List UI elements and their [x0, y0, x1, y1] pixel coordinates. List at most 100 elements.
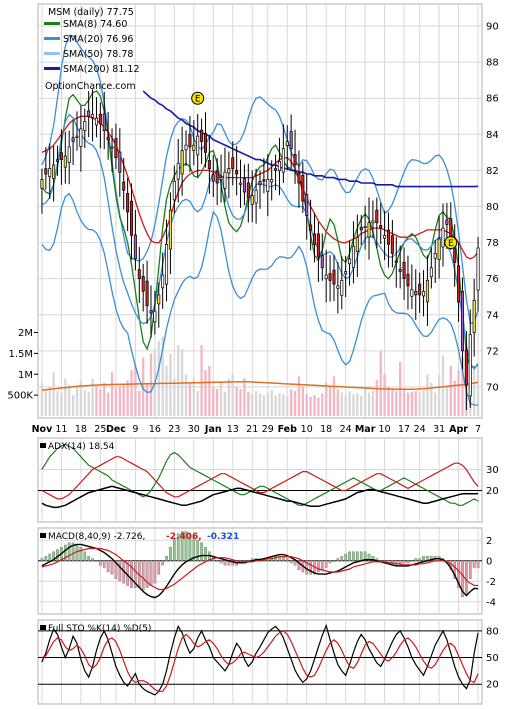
macd-histogram-bar: [200, 542, 203, 561]
candle-body: [449, 218, 453, 240]
x-tick-label: 7: [475, 424, 481, 435]
adx-y-tick-label: 30: [486, 465, 499, 476]
volume-bar: [204, 370, 207, 416]
macd-histogram-bar: [231, 560, 235, 566]
volume-bar: [328, 386, 332, 416]
macd-histogram-bar: [196, 540, 200, 561]
volume-bar: [340, 392, 343, 416]
macd-histogram-bar: [356, 551, 359, 561]
volume-y-tick-label: 500K: [7, 391, 33, 402]
volume-bar: [379, 351, 382, 416]
candle-body: [207, 160, 211, 169]
candle-body: [386, 229, 391, 245]
macd-histogram-bar: [87, 556, 90, 561]
macd-panel-frame: [37, 527, 483, 615]
macd-histogram-bar: [52, 551, 55, 561]
candle-body: [464, 349, 468, 386]
volume-bar: [441, 355, 445, 416]
legend-label-sma200: SMA(200) 81.12: [63, 64, 140, 75]
candle-body: [83, 121, 87, 131]
candle-body: [235, 170, 239, 175]
indicator-layer: [40, 443, 480, 696]
x-tick-label: Apr: [449, 424, 468, 435]
volume-bar: [262, 395, 266, 416]
earnings-marker-label: E: [448, 239, 454, 249]
macd-histogram-bar: [332, 560, 336, 562]
macd-histogram-bar: [40, 558, 44, 561]
candle-body: [48, 168, 52, 178]
volume-bar: [453, 380, 456, 416]
macd-histogram-bar: [223, 560, 227, 566]
candle-body: [137, 269, 141, 280]
macd-histogram-bar: [161, 560, 164, 566]
macd-histogram-bar: [165, 556, 168, 561]
candle-body: [75, 135, 79, 138]
chart-title: MSM (daily) 77.75: [48, 7, 134, 18]
price-layer: EE: [40, 34, 480, 410]
macd-histogram-bar: [328, 560, 332, 564]
macd-histogram-bar: [134, 560, 137, 588]
volume-bar: [410, 391, 414, 416]
macd-histogram-bar: [457, 560, 460, 588]
volume-bar: [371, 390, 375, 416]
macd-histogram-bar: [71, 542, 75, 561]
volume-bar: [196, 390, 199, 416]
x-tick-label: 13: [227, 424, 239, 435]
x-tick-label: 9: [132, 424, 138, 435]
volume-bar: [130, 370, 133, 416]
macd-histogram-bar: [188, 533, 192, 561]
candle-body: [254, 189, 258, 204]
volume-bar: [313, 395, 316, 416]
candle-body: [129, 200, 134, 236]
candle-body: [71, 137, 75, 142]
price-y-tick-label: 90: [486, 22, 499, 33]
macd-histogram-bar: [95, 560, 98, 562]
volume-bar: [270, 390, 273, 416]
volume-bar: [75, 386, 79, 416]
macd-y-tick-label: 2: [486, 536, 492, 547]
macd-histogram-bar: [44, 556, 48, 561]
macd-histogram-bar: [169, 547, 172, 561]
macd-histogram-bar: [145, 560, 149, 588]
candle-body: [91, 114, 95, 118]
x-tick-label: 18: [320, 424, 332, 435]
macd-histogram-bar: [297, 560, 301, 570]
volume-bar: [472, 368, 476, 416]
candle-body: [406, 273, 410, 287]
volume-average-line: [41, 380, 479, 391]
macd-histogram-bar: [430, 556, 433, 561]
price-y-tick-label: 74: [486, 310, 499, 321]
volume-bar: [274, 395, 277, 416]
price-y-tick-label: 80: [486, 202, 499, 213]
volume-bar: [56, 390, 59, 416]
candle-body: [223, 171, 227, 189]
candle-body: [274, 168, 278, 171]
x-tick-label: 31: [433, 424, 445, 435]
candle-body: [320, 255, 324, 269]
volume-bar: [60, 393, 63, 416]
price-y-tick-label: 84: [486, 130, 499, 141]
macd-histogram-bar: [176, 533, 180, 561]
x-tick-label: 24: [340, 424, 352, 435]
volume-bar: [317, 397, 320, 416]
candle-body: [371, 220, 375, 224]
volume-bar: [348, 390, 351, 416]
candle-body: [418, 283, 422, 296]
macd-histogram-bar: [344, 553, 347, 561]
x-tick-label: 16: [149, 424, 161, 435]
macd-histogram-bar: [422, 556, 425, 561]
volume-bar: [223, 391, 227, 416]
candle-body: [122, 181, 126, 191]
x-tick-label: Feb: [278, 424, 298, 435]
candle-body: [367, 222, 371, 238]
macd-histogram-bar: [285, 558, 289, 561]
macd-histogram-bar: [173, 538, 176, 561]
candle-body: [453, 248, 457, 263]
watermark: OptionChance.com: [45, 81, 136, 92]
adx-label: ADX(14) 18.54: [48, 442, 115, 452]
candle-body: [441, 227, 445, 248]
volume-bar: [434, 392, 437, 416]
stochastic-panel-frame: [37, 619, 483, 705]
x-tick-label: 10: [301, 424, 313, 435]
candle-body: [425, 280, 429, 303]
